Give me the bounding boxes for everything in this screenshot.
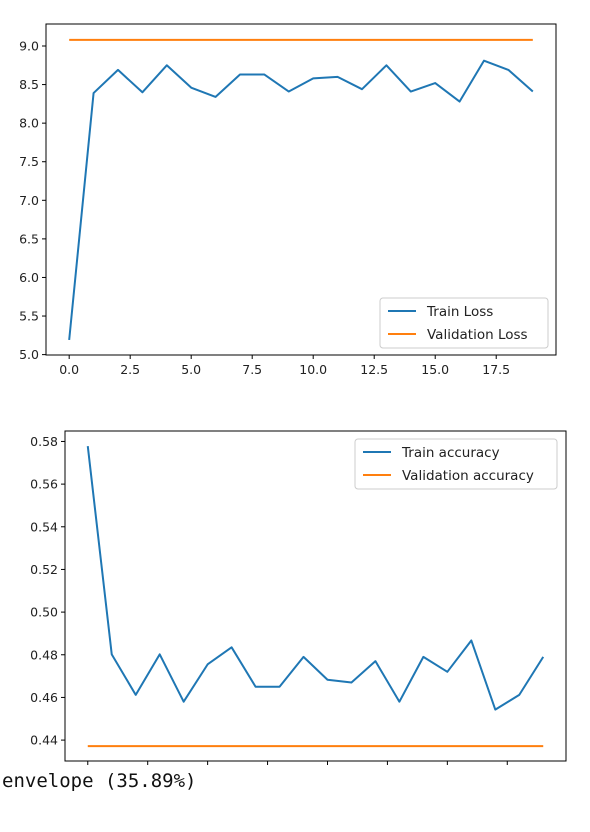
legend-label: Train Loss <box>426 304 493 320</box>
plot-frame <box>45 23 557 356</box>
y-tick-label: 6.0 <box>19 270 39 285</box>
plot-frame <box>64 430 567 762</box>
y-tick-label: 7.5 <box>19 154 39 169</box>
x-tick-label: 2.5 <box>120 362 140 377</box>
y-tick-label: 0.44 <box>30 733 58 748</box>
x-tick-label: 2.5 <box>138 768 158 770</box>
legend-box <box>379 297 549 349</box>
prediction-output-text: envelope (35.89%) <box>2 770 197 792</box>
x-tick-label: 7.5 <box>242 362 262 377</box>
x-tick-label: 5.0 <box>198 768 218 770</box>
y-tick-label: 5.0 <box>19 347 39 362</box>
chart-1: 0.0 2.5 5.0 7.5 10.0 12.5 15.0 17.5 5.0 5.5 6.0 6.5… <box>19 23 557 377</box>
legend: Train accuracy Validation accuracy <box>354 438 558 490</box>
x-tick-label: 0.0 <box>59 362 79 377</box>
x-tick-label: 5.0 <box>181 362 201 377</box>
x-tick-label: 10.0 <box>314 768 342 770</box>
x-tick-label: 17.5 <box>493 768 521 770</box>
y-tick-label: 0.48 <box>30 647 58 662</box>
legend-label: Validation Loss <box>427 327 528 343</box>
x-tick-label: 17.5 <box>482 362 510 377</box>
y-tick-label: 0.46 <box>30 690 58 705</box>
y-tick-label: 6.5 <box>19 231 39 246</box>
legend-label: Validation accuracy <box>402 468 534 484</box>
legend: Train Loss Validation Loss <box>379 297 549 349</box>
x-tick-label: 15.0 <box>421 362 449 377</box>
y-tick-label: 5.5 <box>19 309 39 324</box>
x-tick-label: 15.0 <box>433 768 461 770</box>
y-tick-label: 0.54 <box>30 519 58 534</box>
legend-label: Train accuracy <box>401 445 500 461</box>
x-tick-label: 10.0 <box>299 362 327 377</box>
y-tick-label: 7.0 <box>19 193 39 208</box>
x-tick-label: 12.5 <box>373 768 401 770</box>
figure-canvas: 0.0 2.5 5.0 7.5 10.0 12.5 15.0 17.5 5.0 5.5 6.0 6.5… <box>19 23 567 770</box>
y-tick-label: 8.5 <box>19 77 39 92</box>
chart-2: 0.0 2.5 5.0 7.5 10.0 12.5 15.0 17.5 0.44 0.46 0.48… <box>30 430 567 770</box>
y-tick-label: 9.0 <box>19 38 39 53</box>
legend-box <box>354 438 558 490</box>
series-line-train-loss <box>68 59 534 341</box>
y-tick-label: 0.58 <box>30 434 58 449</box>
series-line-train-accuracy <box>86 446 545 711</box>
y-tick-label: 0.52 <box>30 562 58 577</box>
y-tick-label: 8.0 <box>19 116 39 131</box>
x-tick-label: 7.5 <box>258 768 278 770</box>
y-tick-label: 0.56 <box>30 477 58 492</box>
x-tick-label: 0.0 <box>78 768 98 770</box>
x-tick-label: 12.5 <box>360 362 388 377</box>
y-tick-label: 0.50 <box>30 605 58 620</box>
